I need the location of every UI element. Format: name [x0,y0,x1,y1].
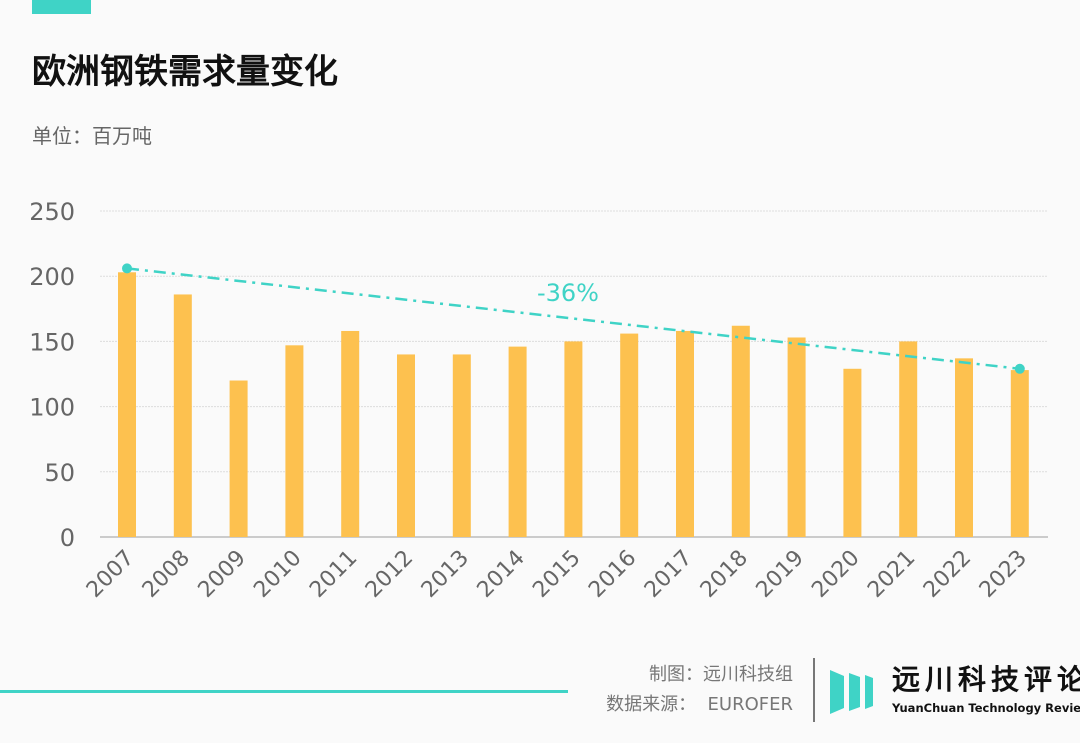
x-tick-label: 2009 [194,546,251,603]
bar-2015 [564,341,583,537]
bar-2021 [899,341,918,537]
x-tick-label: 2008 [138,546,195,603]
bar-2011 [341,330,360,537]
x-tick-label: 2019 [752,546,809,603]
bottom-accent-line [0,690,568,693]
y-tick-label: 100 [29,394,75,422]
x-tick-label: 2021 [863,546,920,603]
bar-2019 [787,337,806,537]
y-tick-label: 0 [60,524,75,552]
trend-change-label: -36% [537,279,599,307]
bar-2017 [676,330,694,537]
bar-2007 [118,272,136,537]
x-tick-label: 2017 [640,546,697,603]
footer-divider [813,658,815,722]
x-tick-label: 2018 [696,546,753,603]
bar-2010 [285,345,304,537]
y-tick-label: 200 [29,263,75,291]
x-tick-label: 2012 [361,546,418,603]
trend-start-point [122,263,132,274]
x-tick-label: 2023 [975,546,1032,603]
x-tick-label: 2007 [82,546,139,603]
logo-text-en: YuanChuan Technology Review [892,701,1080,715]
x-tick-label: 2016 [584,546,641,603]
x-tick-label: 2022 [919,546,976,603]
bar-2009 [229,380,248,537]
bar-2020 [843,368,862,537]
logo-icon [830,670,873,714]
bar-2023 [1010,370,1029,537]
made-by-credit: 制图：远川科技组 [649,664,793,685]
chart-title: 欧洲钢铁需求量变化 [32,52,338,92]
trend-end-point [1014,363,1025,374]
y-tick-label: 50 [44,459,75,487]
bar-2012 [397,354,415,537]
x-tick-label: 2010 [249,546,306,603]
unit-label: 单位：百万吨 [32,124,152,148]
logo-text-cn: 远川科技评论 [892,663,1080,696]
bar-2022 [955,358,973,537]
bar-2008 [173,294,192,537]
data-source: 数据来源： EUROFER [606,694,793,715]
bar-2018 [731,325,750,537]
bar-2016 [620,333,639,537]
x-tick-label: 2015 [528,546,585,603]
bar-2014 [508,346,527,537]
y-tick-label: 250 [29,198,75,226]
accent-bar [32,0,91,14]
bar-2013 [452,354,471,537]
y-tick-label: 150 [29,328,75,356]
x-tick-label: 2013 [417,546,474,603]
bar-chart: -36%050100150200250200720082009201020112… [29,198,1048,603]
x-tick-label: 2011 [305,546,362,603]
x-tick-label: 2014 [473,546,530,603]
trend-line [126,267,1020,371]
x-tick-label: 2020 [807,546,864,603]
